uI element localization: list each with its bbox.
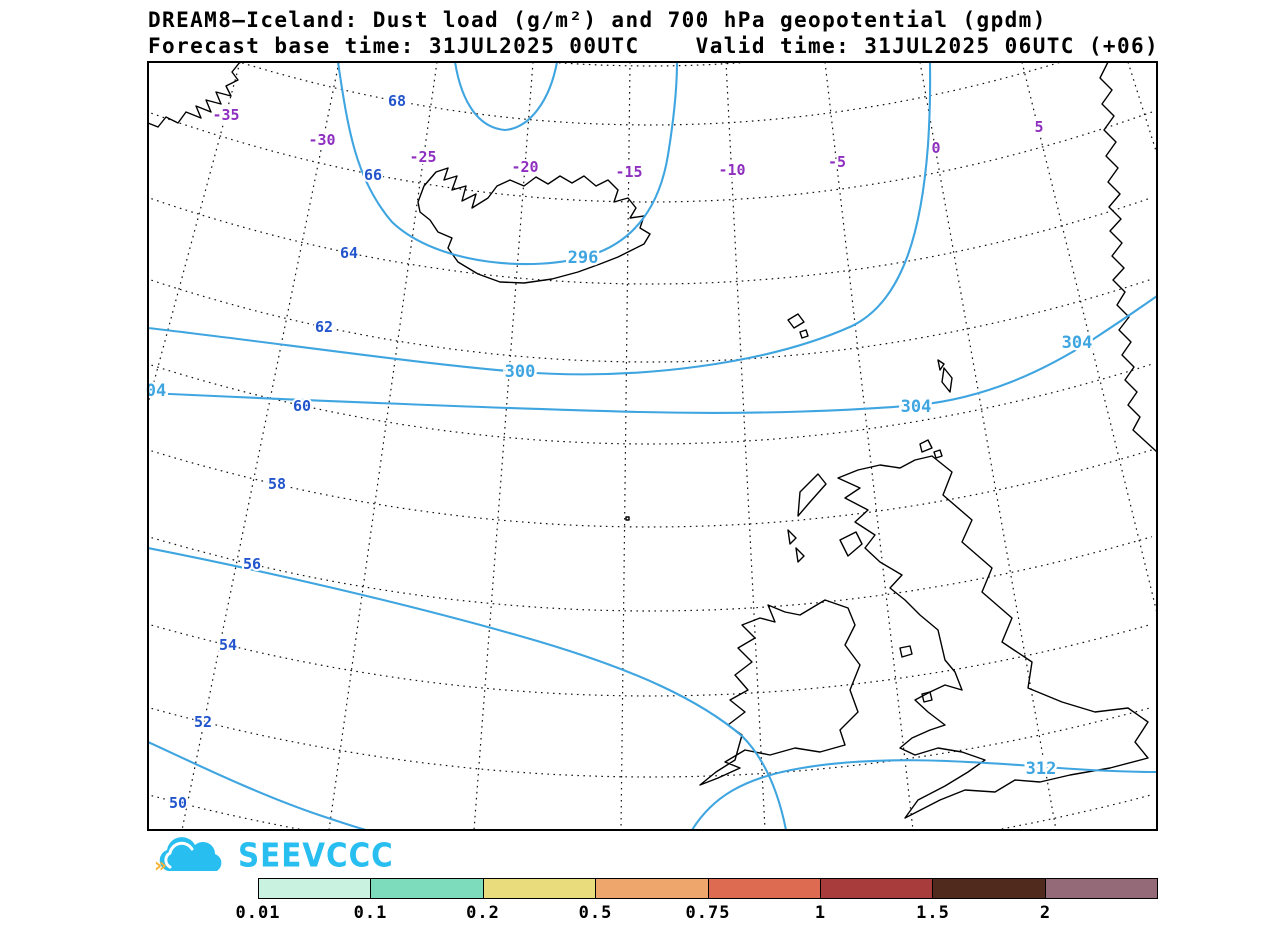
- longitude-label: 5: [1034, 118, 1043, 136]
- parallel-line: [237, 62, 1064, 126]
- latitude-label: 66: [364, 166, 382, 184]
- colorbar-swatch: [1045, 879, 1157, 898]
- latitude-label: 58: [268, 475, 286, 493]
- contour-label: 304: [1062, 333, 1093, 353]
- coastline: [1099, 62, 1157, 453]
- parallel-line: [148, 536, 1153, 612]
- contour-label: 312: [1026, 759, 1057, 779]
- longitude-label: -35: [212, 106, 239, 124]
- meridian-line: [919, 62, 1057, 830]
- colorbar-tick-label: 2: [1039, 903, 1052, 923]
- parallel-line: [148, 196, 1153, 285]
- longitude-label: 0: [931, 139, 940, 157]
- latitude-label: 62: [315, 318, 333, 336]
- coastline: [787, 473, 863, 563]
- meridian-line: [1127, 62, 1157, 155]
- coastline: [921, 691, 933, 703]
- geopotential-contour: [148, 546, 788, 830]
- geopotential-contour: [453, 62, 559, 132]
- contour-label: 296: [568, 248, 599, 268]
- geopotential-contour: [148, 62, 932, 376]
- longitude-label: -30: [308, 131, 335, 149]
- forecast-time-line: Forecast base time: 31JUL2025 00UTC Vali…: [148, 34, 1160, 58]
- latitude-label: 50: [169, 794, 187, 812]
- colorbar-swatch: [483, 879, 597, 898]
- colorbar-swatch: [820, 879, 934, 898]
- seevccc-logo: » SEEVCCC: [146, 835, 402, 877]
- geopotential-contour: [148, 294, 1157, 414]
- meridian-line: [328, 62, 438, 830]
- parallel-line: [148, 706, 1153, 778]
- colorbar-swatch: [259, 879, 372, 898]
- meridian-line: [824, 62, 914, 830]
- colorbar-tick-label: 0.1: [353, 903, 388, 923]
- latitude-label: 64: [340, 244, 358, 262]
- colorbar-swatch: [933, 879, 1046, 898]
- colorbar-tick-label: 1: [814, 903, 827, 923]
- coastline: [148, 62, 241, 128]
- meridian-line: [725, 62, 766, 830]
- colorbar-tick-label: 0.2: [466, 903, 500, 923]
- graticule: [148, 62, 1157, 830]
- colorbar-swatch: [708, 879, 821, 898]
- coastline: [417, 167, 651, 284]
- chart-title: DREAM8–Iceland: Dust load (g/m²) and 700…: [148, 8, 1047, 32]
- colorbar-swatch: [596, 879, 709, 898]
- map-border: [147, 61, 1158, 831]
- colorbar-swatch: [371, 879, 484, 898]
- coastline: [937, 359, 953, 393]
- geopotential-contours: [148, 62, 1157, 830]
- colorbar-tick-label: 0.5: [578, 903, 613, 923]
- coastline: [625, 516, 630, 521]
- longitude-label: -25: [409, 148, 436, 166]
- latitude-label: 54: [219, 636, 237, 654]
- parallel-line: [148, 363, 1153, 445]
- latitude-label: 56: [243, 555, 261, 573]
- chevron-icon: »: [154, 853, 167, 877]
- latitude-label: 68: [388, 92, 406, 110]
- meridian-line: [148, 62, 241, 405]
- colorbar-tick-label: 0.75: [685, 903, 731, 923]
- geopotential-contour: [148, 740, 368, 830]
- coastline: [899, 645, 913, 658]
- seevccc-wordmark: SEEVCCC: [238, 837, 394, 875]
- cloud-icon: [159, 837, 222, 871]
- longitude-label: -10: [718, 161, 745, 179]
- parallel-line: [148, 111, 1153, 203]
- colorbar-tick-label: 1.5: [916, 903, 950, 923]
- parallel-line: [542, 62, 759, 67]
- coastline: [919, 439, 943, 459]
- contour-label: 300: [505, 362, 536, 382]
- parallel-line: [148, 449, 1153, 528]
- cloud-logo-wrap: »: [146, 835, 238, 877]
- geopotential-contour: [690, 759, 1157, 830]
- coastline: [787, 313, 809, 339]
- coastline: [699, 599, 861, 786]
- latitude-label: 60: [293, 397, 311, 415]
- parallel-line: [148, 278, 1153, 363]
- geopotential-contour: [336, 62, 679, 266]
- longitude-label: -5: [828, 153, 846, 171]
- longitude-label: -20: [511, 158, 538, 176]
- colorbar-tick-label: 0.01: [235, 903, 281, 923]
- parallel-line: [148, 623, 1153, 697]
- meridian-line: [473, 62, 534, 830]
- dust-load-colorbar: [258, 878, 1158, 899]
- meridian-line: [620, 62, 631, 830]
- colorbar-labels: 0.01 0.1 0.2 0.5 0.75 1 1.5 2: [0, 903, 1282, 923]
- coastlines: [148, 62, 1157, 819]
- contour-label: 304: [901, 397, 932, 417]
- latitude-label: 52: [194, 713, 212, 731]
- coastline: [837, 455, 1149, 819]
- longitude-label: -15: [615, 163, 642, 181]
